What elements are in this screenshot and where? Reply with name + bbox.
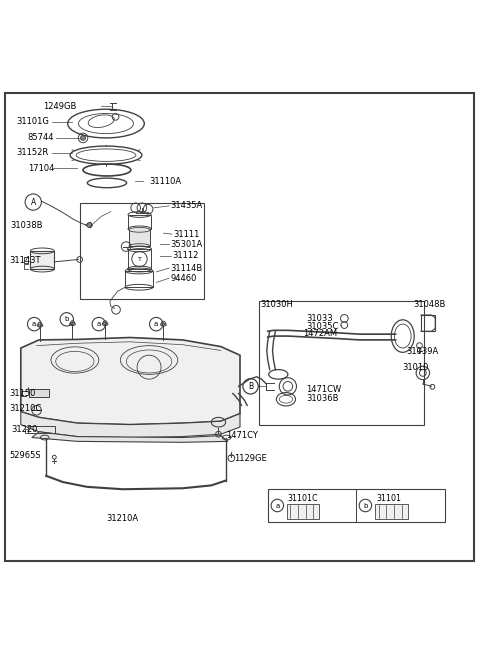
Text: 31036B: 31036B [306, 394, 338, 403]
Bar [28, 426, 55, 433]
Text: 17104: 17104 [28, 164, 55, 172]
Bar [80, 203, 204, 298]
Text: 31435A: 31435A [170, 201, 203, 210]
Text: 85744: 85744 [27, 133, 53, 142]
Bar [375, 503, 408, 519]
Bar [128, 249, 152, 269]
Text: 35301A: 35301A [170, 240, 203, 249]
Text: 1129GE: 1129GE [234, 454, 267, 462]
Text: 31048B: 31048B [413, 300, 445, 310]
Text: 31038B: 31038B [10, 221, 43, 230]
Bar [129, 230, 150, 246]
Bar [287, 503, 320, 519]
Text: T: T [138, 257, 142, 261]
Text: 31143T: 31143T [9, 257, 41, 265]
Circle shape [81, 136, 85, 140]
Text: 1472AM: 1472AM [303, 329, 337, 338]
Text: 31114B: 31114B [170, 264, 203, 272]
Text: 31035C: 31035C [306, 321, 338, 330]
Text: a: a [32, 321, 36, 327]
Text: 31220: 31220 [11, 425, 37, 434]
Text: 31010: 31010 [403, 362, 429, 372]
Bar [128, 214, 151, 229]
Bar [30, 251, 54, 269]
Text: 52965S: 52965S [9, 451, 41, 460]
Text: 31030H: 31030H [261, 300, 293, 308]
Bar [421, 315, 435, 331]
Text: a: a [275, 503, 279, 509]
Text: b: b [64, 316, 69, 323]
Ellipse shape [129, 227, 150, 232]
Text: 1249GB: 1249GB [43, 102, 76, 111]
Bar [29, 389, 48, 397]
Text: 31110A: 31110A [149, 177, 181, 186]
Text: 31152R: 31152R [16, 148, 48, 157]
Text: B: B [248, 382, 253, 391]
Text: 1471CW: 1471CW [306, 385, 341, 394]
Circle shape [87, 223, 92, 227]
Text: 31210A: 31210A [107, 515, 139, 524]
Text: 31101C: 31101C [288, 494, 319, 503]
Bar [259, 301, 424, 424]
Text: a: a [96, 321, 101, 327]
Text: 31101G: 31101G [16, 117, 49, 126]
Polygon shape [32, 432, 228, 442]
Text: 94460: 94460 [170, 274, 197, 283]
Bar [125, 271, 153, 287]
Text: 31101: 31101 [376, 494, 401, 503]
Text: 31039A: 31039A [407, 347, 439, 357]
Text: 1471CY: 1471CY [226, 431, 257, 440]
Polygon shape [21, 411, 240, 438]
Text: 31111: 31111 [173, 230, 199, 238]
Text: 31112: 31112 [172, 251, 198, 260]
Bar [268, 489, 445, 522]
Text: 31150: 31150 [9, 389, 36, 398]
Text: 31033: 31033 [306, 314, 333, 323]
Polygon shape [21, 338, 240, 424]
Text: a: a [154, 321, 158, 327]
Text: 31210C: 31210C [9, 404, 42, 413]
Text: b: b [363, 503, 368, 509]
Text: A: A [31, 198, 36, 206]
